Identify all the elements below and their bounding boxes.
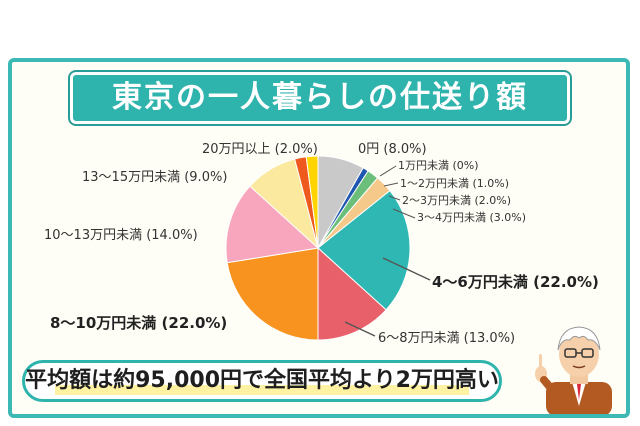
pie-slice-7 [226, 247, 319, 341]
label-10-13man: 10〜13万円未満 (14.0%) [44, 228, 198, 243]
label-3-4man: 3〜4万円未満 (3.0%) [417, 211, 526, 224]
summary-caption: 平均額は約95,000円で全国平均より2万円高い [22, 360, 502, 402]
label-13-15man: 13〜15万円未満 (9.0%) [82, 170, 227, 185]
pie-slice-5 [317, 189, 411, 311]
label-2-3man: 2〜3万円未満 (2.0%) [402, 194, 511, 207]
pie-slice-11 [305, 155, 319, 249]
leader-line-1-2 [383, 182, 399, 187]
label-1-2man: 1〜2万円未満 (1.0%) [400, 177, 509, 190]
pie-slices [225, 155, 411, 341]
leader-line-4-6 [382, 257, 431, 281]
label-4-6man: 4〜6万円未満 (22.0%) [432, 273, 599, 291]
label-8-10man: 8〜10万円未満 (22.0%) [50, 314, 227, 332]
leader-line-6-8 [344, 321, 376, 337]
label-under-1man: 1万円未満 (0%) [398, 159, 479, 172]
label-6-8man: 6〜8万円未満 (13.0%) [378, 331, 515, 346]
leader-line-2-3 [388, 195, 401, 201]
professor-illustration [535, 326, 612, 414]
label-0yen: 0円 (8.0%) [358, 142, 427, 157]
caption-text: 平均額は約95,000円で全国平均より2万円高い [25, 368, 499, 393]
leader-line-1man [379, 165, 397, 177]
pie-slice-8 [225, 185, 320, 264]
pie-slice-6 [317, 246, 387, 341]
caption-highlight [55, 385, 469, 395]
leader-line-3-4 [392, 208, 416, 219]
label-20man-plus: 20万円以上 (2.0%) [202, 142, 318, 157]
chart-title: 東京の一人暮らしの仕送り額 [68, 70, 572, 126]
